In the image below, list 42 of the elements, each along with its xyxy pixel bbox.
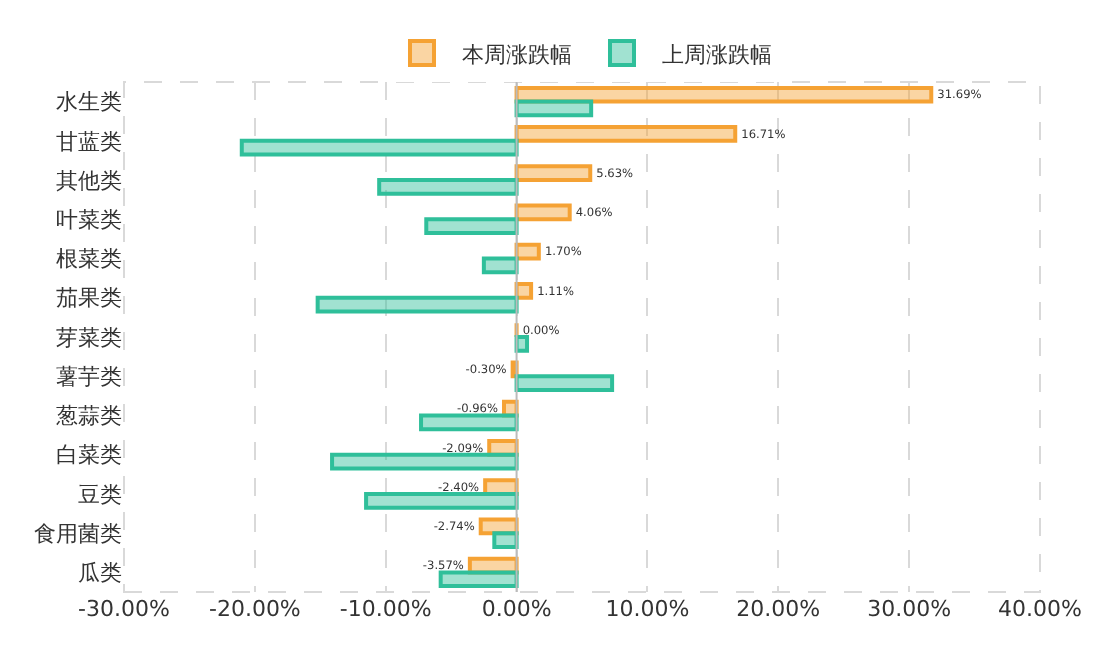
- bar: [514, 374, 615, 392]
- bar: [492, 531, 519, 549]
- legend-label: 上周涨跌幅: [662, 41, 772, 68]
- bar: [481, 256, 519, 275]
- bar: [424, 217, 519, 236]
- legend-label: 本周涨跌幅: [462, 41, 572, 68]
- bar: [438, 570, 519, 589]
- bar: [330, 452, 519, 471]
- bar: [514, 164, 593, 183]
- x-tick-label: -30.00%: [78, 596, 170, 622]
- y-tick-label: 芽菜类: [56, 324, 122, 351]
- x-tick-label: -20.00%: [208, 596, 301, 622]
- x-tick-label: 40.00%: [998, 596, 1082, 622]
- bar: [514, 99, 594, 118]
- bar: [514, 85, 934, 104]
- bar: [514, 242, 541, 261]
- y-tick-label: 薯芋类: [56, 363, 122, 390]
- y-tick-label: 食用菌类: [34, 520, 122, 547]
- y-tick-label: 白菜类: [56, 442, 122, 469]
- x-tick-label: -10.00%: [339, 596, 432, 622]
- y-tick-label: 茄果类: [56, 285, 122, 312]
- y-tick-label: 根菜类: [56, 246, 122, 273]
- bar: [514, 125, 738, 143]
- x-tick-label: 10.00%: [605, 596, 690, 622]
- bar: [315, 295, 519, 314]
- y-tick-label: 葱蒜类: [56, 403, 122, 430]
- bar: [514, 282, 534, 300]
- y-tick-label: 其他类: [56, 167, 122, 194]
- y-tick-label: 瓜类: [78, 560, 122, 587]
- bar: [514, 203, 572, 222]
- y-tick-label: 水生类: [56, 89, 122, 116]
- bar: [377, 178, 519, 196]
- y-tick-label: 甘蓝类: [56, 128, 122, 155]
- bar: [514, 335, 530, 353]
- bar: [419, 413, 519, 432]
- y-tick-label: 叶菜类: [56, 207, 122, 233]
- x-tick-label: 20.00%: [736, 596, 821, 622]
- x-tick-label: 0.00%: [481, 596, 552, 622]
- bar: [239, 138, 519, 157]
- x-tick-label: 30.00%: [867, 596, 952, 622]
- y-tick-label: 豆类: [78, 481, 122, 508]
- bar: [364, 491, 519, 510]
